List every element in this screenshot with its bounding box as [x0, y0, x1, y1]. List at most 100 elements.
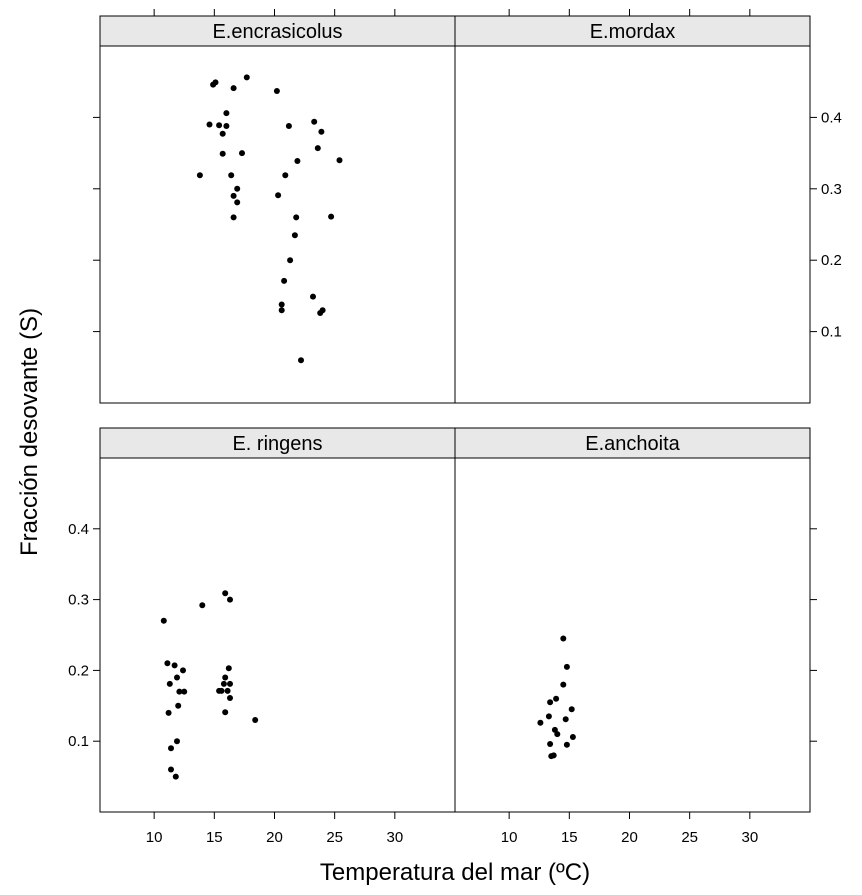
y-tick-label-left: 0.1 — [68, 733, 89, 750]
point — [563, 741, 570, 748]
y-tick-label-right: 0.1 — [821, 324, 842, 341]
panel-e-mordax — [454, 15, 811, 404]
point — [199, 602, 206, 609]
point — [282, 172, 289, 179]
point — [176, 688, 183, 695]
point — [181, 688, 188, 695]
point — [547, 741, 554, 747]
strip-label-e-mordax: E.mordax — [590, 21, 676, 43]
point — [174, 738, 180, 745]
point — [196, 172, 203, 179]
y-tick-label-right: 0.2 — [821, 252, 842, 269]
strip-label-e-anchoita: E.anchoita — [585, 433, 680, 455]
x-tick-label: 20 — [621, 829, 638, 846]
point — [562, 716, 569, 723]
point — [230, 192, 237, 199]
point — [227, 596, 233, 603]
point — [298, 357, 304, 364]
x-tick-label: 30 — [386, 829, 403, 846]
x-tick-label: 30 — [741, 829, 758, 846]
point — [225, 665, 232, 672]
point — [222, 674, 229, 681]
x-tick-label: 25 — [681, 829, 698, 846]
x-tick-label: 15 — [206, 829, 223, 846]
point — [206, 121, 213, 128]
point — [569, 734, 576, 740]
point — [168, 745, 174, 752]
x-tick-label: 20 — [266, 829, 283, 846]
point — [234, 199, 241, 206]
point — [317, 310, 324, 316]
point — [230, 85, 237, 92]
point — [164, 660, 171, 667]
point — [160, 617, 167, 624]
point — [252, 717, 259, 723]
point — [230, 214, 237, 221]
point — [222, 590, 229, 597]
point — [560, 681, 567, 688]
point — [168, 766, 174, 773]
point — [294, 158, 301, 164]
strip-e-encrasicolus — [99, 15, 456, 47]
point — [281, 277, 288, 284]
point — [275, 192, 282, 199]
y-tick-label-left: 0.3 — [68, 592, 89, 609]
axis-ticks: 10 15 20 25 30 10 15 20 25 30 0.1 0.1 0.2 0.2 0.3 0.3 0.… — [68, 9, 842, 846]
point — [563, 663, 570, 670]
x-tick-label: 10 — [501, 829, 518, 846]
point — [223, 123, 230, 129]
point — [224, 687, 231, 694]
point — [273, 88, 280, 94]
x-tick-label: 15 — [561, 829, 578, 846]
point — [318, 128, 325, 135]
point — [171, 662, 178, 669]
point — [243, 74, 250, 81]
point — [239, 150, 245, 157]
point — [174, 674, 180, 681]
point — [216, 122, 223, 129]
point — [223, 110, 230, 117]
y-tick-label-right: 0.3 — [821, 181, 842, 198]
panel-e-encrasicolus — [99, 15, 456, 404]
point — [550, 752, 557, 759]
point — [537, 719, 544, 726]
point — [553, 695, 560, 702]
point — [228, 172, 235, 179]
point — [554, 731, 561, 738]
point — [560, 635, 567, 642]
point — [545, 713, 552, 720]
point — [293, 214, 300, 221]
point — [222, 709, 229, 716]
x-tick-label: 25 — [326, 829, 343, 846]
point — [310, 293, 316, 300]
point — [219, 130, 226, 137]
panel-frames: E.encrasicolus E.mordax E. ringens E.anchoi… — [99, 15, 811, 813]
point — [220, 680, 227, 687]
x-tick-label: 10 — [146, 829, 163, 846]
point — [166, 680, 173, 687]
point — [314, 145, 321, 152]
strip-label-e-ringens: E. ringens — [232, 433, 322, 455]
point — [287, 257, 294, 264]
point — [291, 232, 298, 239]
point — [175, 702, 182, 709]
y-axis-title: Fracción desovante (S) — [16, 308, 43, 556]
point — [212, 79, 219, 86]
point — [227, 695, 233, 701]
point — [328, 213, 335, 220]
point — [278, 307, 285, 314]
point — [216, 687, 223, 694]
point — [165, 709, 172, 716]
point — [568, 706, 575, 713]
point — [336, 157, 343, 164]
data-points — [160, 74, 576, 780]
point — [311, 118, 318, 125]
point — [234, 185, 241, 192]
y-tick-label-right: 0.4 — [821, 109, 842, 126]
y-tick-label-left: 0.2 — [68, 662, 89, 679]
panel-e-anchoita — [454, 427, 811, 813]
point — [285, 123, 292, 129]
point — [547, 699, 554, 706]
strip-label-e-encrasicolus: E.encrasicolus — [212, 21, 342, 43]
